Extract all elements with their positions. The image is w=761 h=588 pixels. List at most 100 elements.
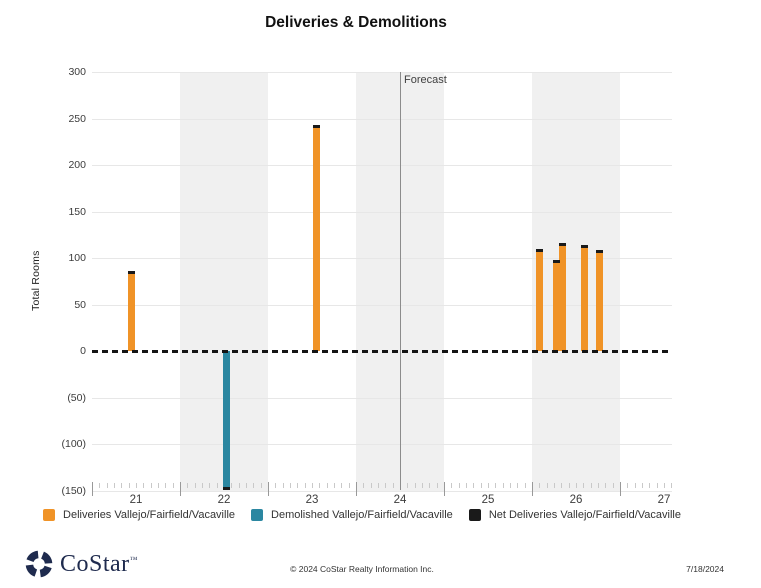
x-tick-minor [649,483,650,488]
x-tick-minor [385,483,386,488]
gridline--50 [92,398,672,399]
x-tick-minor [525,483,526,488]
net-deliveries-marker [596,249,604,253]
x-tick-label-23: 23 [305,494,319,506]
x-tick-minor [261,483,262,488]
bar-deliveries [596,251,604,351]
x-tick-minor [136,483,137,488]
x-tick-minor [99,483,100,488]
x-tick-minor [547,483,548,488]
y-tick-label-100: 100 [68,252,86,264]
x-tick-major [444,482,445,496]
chart-title: Deliveries & Demolitions [265,14,447,31]
legend-item-demolished: Demolished Vallejo/Fairfield/Vacaville [251,509,453,521]
x-tick-major [180,482,181,496]
y-tick-label--150: (150) [61,485,86,497]
y-tick-label-150: 150 [68,206,86,218]
x-tick-minor [246,483,247,488]
x-tick-minor [165,483,166,488]
x-tick-minor [319,483,320,488]
x-tick-minor [305,483,306,488]
y-tick-label-250: 250 [68,113,86,125]
x-tick-minor [415,483,416,488]
demolished-swatch-icon [251,509,264,521]
x-tick-label-24: 24 [393,494,407,506]
x-tick-minor [327,483,328,488]
x-tick-minor [158,483,159,488]
x-tick-minor [253,483,254,488]
y-tick-label--100: (100) [61,438,86,450]
x-tick-minor [591,483,592,488]
legend-label-demolished: Demolished Vallejo/Fairfield/Vacaville [271,509,453,521]
x-tick-minor [114,483,115,488]
y-tick-label-50: 50 [74,299,86,311]
x-tick-minor [495,483,496,488]
x-tick-minor [664,483,665,488]
x-tick-minor [657,483,658,488]
x-tick-minor [437,483,438,488]
x-tick-minor [613,483,614,488]
gridline-50 [92,305,672,306]
forecast-label: Forecast [404,74,447,86]
y-tick-label-0: 0 [80,345,86,357]
x-tick-minor [503,483,504,488]
net-deliveries-marker [223,487,231,491]
net-deliveries-marker [553,260,561,264]
x-tick-minor [539,483,540,488]
x-tick-major [268,482,269,496]
bar-deliveries [553,261,561,351]
x-tick-minor [576,483,577,488]
copyright-text: © 2024 CoStar Realty Information Inc. [290,564,434,574]
x-tick-minor [143,483,144,488]
x-tick-minor [297,483,298,488]
x-tick-minor [459,483,460,488]
x-tick-minor [349,483,350,488]
x-tick-minor [583,483,584,488]
x-tick-major [620,482,621,496]
x-tick-minor [107,483,108,488]
legend-label-deliveries: Deliveries Vallejo/Fairfield/Vacaville [63,509,236,521]
bar-deliveries [536,250,544,351]
x-tick-minor [363,483,364,488]
gridline-300 [92,72,672,73]
x-tick-minor [473,483,474,488]
x-tick-minor [334,483,335,488]
y-tick-label--50: (50) [67,392,86,404]
x-tick-minor [173,483,174,488]
x-tick-minor [290,483,291,488]
x-tick-minor [217,483,218,488]
x-tick-minor [129,483,130,488]
gridline-150 [92,212,672,213]
y-tick-label-300: 300 [68,66,86,78]
x-tick-minor [466,483,467,488]
bar-deliveries [128,272,136,351]
x-tick-minor [187,483,188,488]
x-tick-minor [510,483,511,488]
x-tick-minor [195,483,196,488]
x-tick-minor [635,483,636,488]
x-tick-minor [605,483,606,488]
gridline-200 [92,165,672,166]
x-tick-minor [151,483,152,488]
forecast-divider-line [400,72,401,490]
x-tick-minor [378,483,379,488]
x-tick-label-22: 22 [217,494,231,506]
x-tick-minor [598,483,599,488]
gridline--100 [92,444,672,445]
bar-demolished [223,351,231,489]
x-tick-minor [283,483,284,488]
zero-dashed-line [92,349,672,353]
gridline--150 [92,491,672,492]
legend-label-net-deliveries: Net Deliveries Vallejo/Fairfield/Vacavil… [488,509,681,521]
bar-deliveries [559,244,567,351]
costar-logo: CoStar™ [24,549,138,579]
x-tick-major [92,482,93,496]
x-tick-minor [341,483,342,488]
legend-item-net-deliveries: Net Deliveries Vallejo/Fairfield/Vacavil… [468,509,681,521]
net-deliveries-marker [128,271,136,275]
year-band-26 [532,72,620,491]
x-tick-minor [561,483,562,488]
x-tick-minor [121,483,122,488]
x-tick-minor [517,483,518,488]
